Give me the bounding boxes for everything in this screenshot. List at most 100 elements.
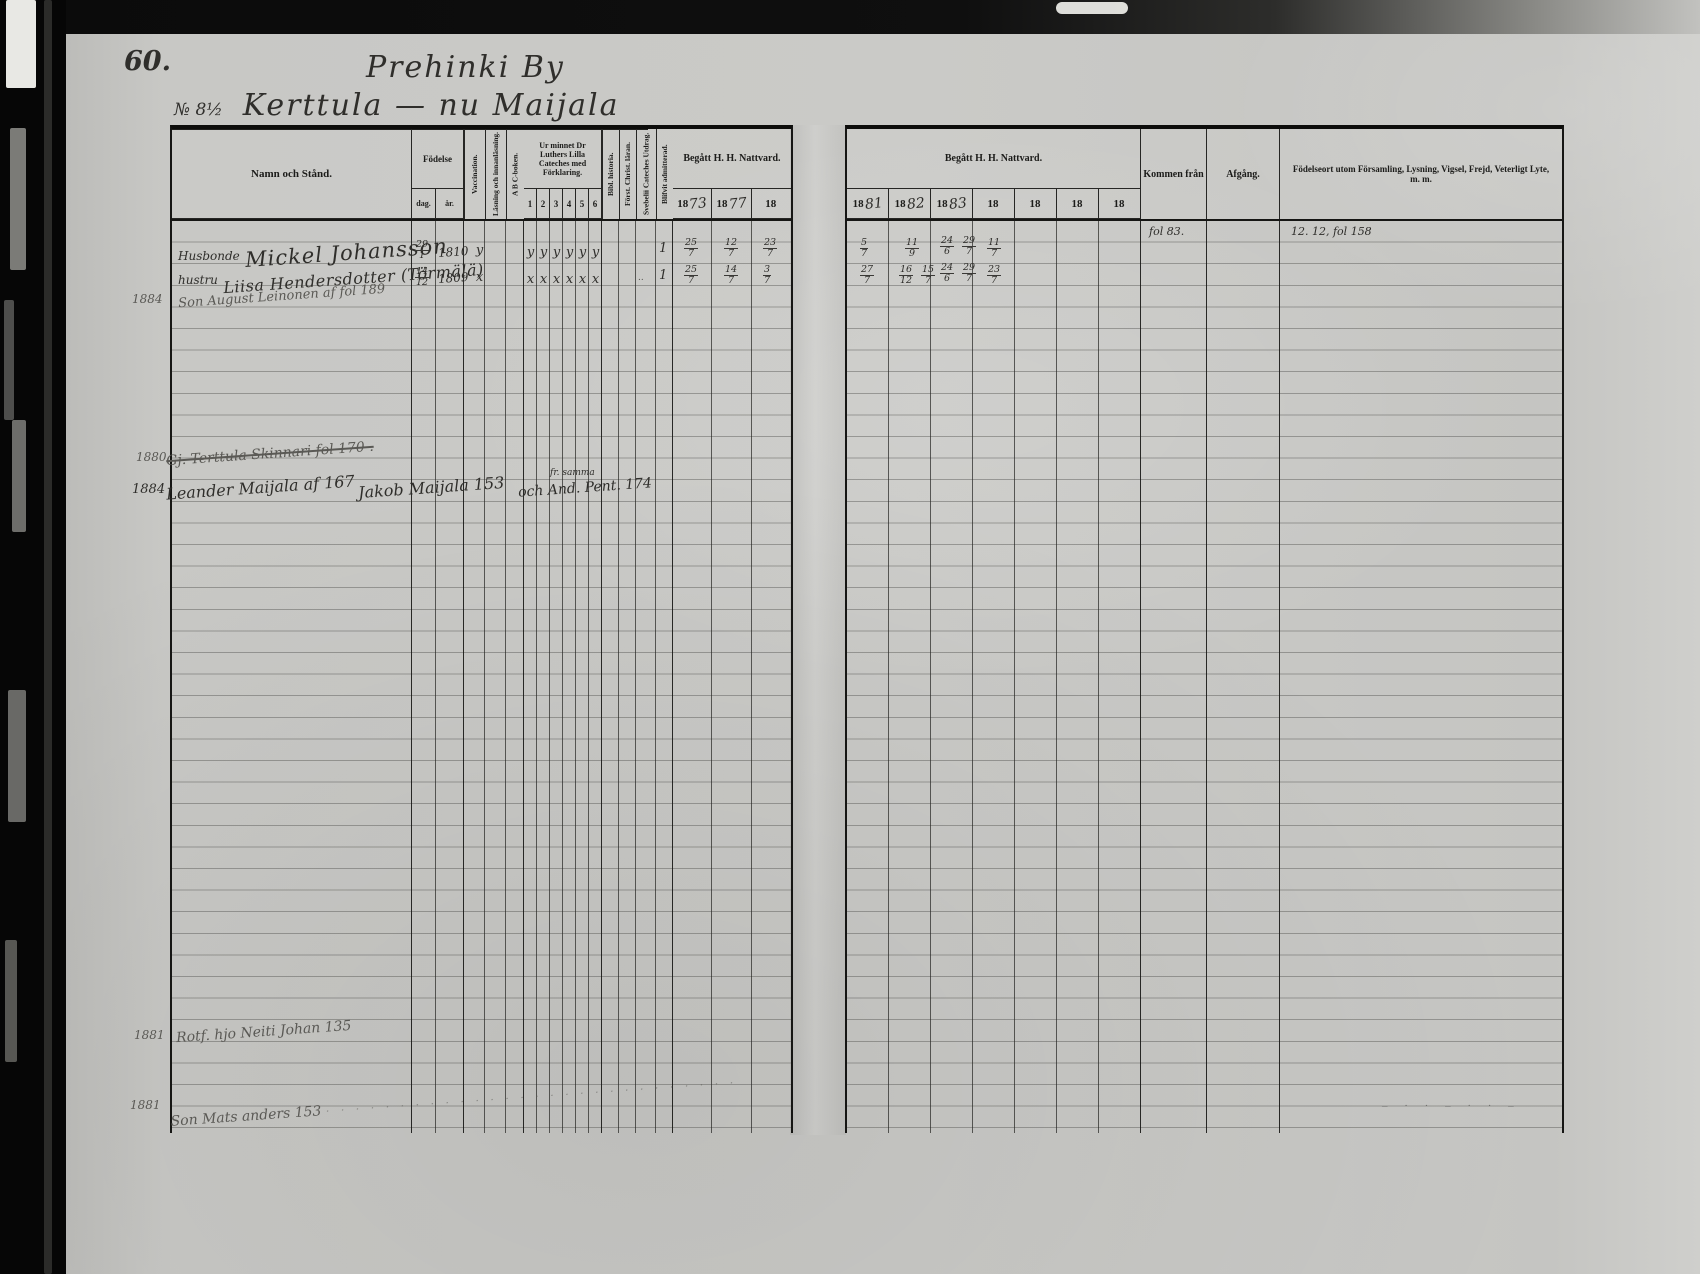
column-rule <box>172 221 412 1133</box>
margin-year: 1884 <box>132 482 166 497</box>
header-vaccination: Vaccination. <box>464 129 485 219</box>
fraction-denominator: 7 <box>767 247 774 259</box>
fraction-numerator: 23 <box>987 264 1002 276</box>
fraction-numerator: 14 <box>415 266 430 278</box>
header-afgang: Afgång. <box>1207 129 1280 219</box>
header-forst: Först. Christ. läran. <box>619 129 636 219</box>
year-printed: 18 <box>852 197 864 210</box>
column-rule <box>412 221 436 1133</box>
admitted-mark: 1 <box>659 268 668 283</box>
header-dag: dag. <box>412 189 436 219</box>
row-name: Husbonde Mickel Johansson <box>178 234 448 272</box>
birth-year: 1809 <box>437 269 469 287</box>
column-rule <box>550 221 563 1133</box>
fraction-denominator: 7 <box>864 274 871 286</box>
fraction-denominator: 12 <box>416 276 429 288</box>
fraction-numerator: 11 <box>905 237 920 249</box>
fraction-denominator: 7 <box>861 247 868 259</box>
cateches-mark: x <box>565 272 574 287</box>
fraction-numerator: 11 <box>987 237 1002 249</box>
fraction-denominator: 7 <box>966 272 973 284</box>
table-right-header: Begått H. H. Nattvard. Kommen från Afgån… <box>845 125 1564 221</box>
kommen-note: fol 83. <box>1149 225 1185 238</box>
cateches-mark: y <box>565 245 574 260</box>
fraction-numerator: 14 <box>724 264 739 276</box>
communion-date: 23 7 <box>987 264 1002 286</box>
fraction-denominator: 7 <box>688 247 695 259</box>
header-abc: A B C-boken. <box>506 129 524 219</box>
year-printed: 18 <box>936 197 948 210</box>
year-written: 73 <box>688 194 708 213</box>
fraction-numerator: 27 <box>860 264 875 276</box>
year-printed: 18 <box>765 197 777 210</box>
fraction-numerator: 24 <box>940 262 955 274</box>
header-fodelse: Födelse <box>412 129 464 189</box>
header-cateches-4: 4 <box>563 189 576 219</box>
column-rule <box>589 221 602 1133</box>
communion-date: 25 7 <box>684 264 699 286</box>
communion-date: 27 7 <box>860 264 875 286</box>
column-rule <box>506 221 524 1133</box>
fraction-numerator: 5 <box>860 237 869 249</box>
fraction-numerator: 25 <box>684 264 699 276</box>
row-name-prefix: Husbonde <box>178 249 240 263</box>
column-rule <box>563 221 576 1133</box>
fraction-denominator: 12 <box>900 274 913 286</box>
column-rule <box>931 221 973 1133</box>
column-rule <box>524 221 537 1133</box>
communion-date: 23 7 <box>763 238 778 259</box>
column-rules <box>847 221 1562 1133</box>
column-rule <box>973 221 1015 1133</box>
column-rule <box>436 221 464 1133</box>
header-nattvard-right: Begått H. H. Nattvard. <box>847 129 1141 189</box>
note-superscript: fr. samma <box>550 468 595 478</box>
exposure-band <box>66 0 1700 34</box>
header-bibl: Bibl. historia. <box>602 129 619 219</box>
column-rule <box>485 221 506 1133</box>
fraction-denominator: 7 <box>764 274 771 286</box>
column-rule <box>847 221 889 1133</box>
column-rule <box>537 221 550 1133</box>
film-artifact <box>8 690 26 822</box>
fraction-denominator: 7 <box>925 274 932 286</box>
vaccination-mark: y <box>475 243 484 258</box>
communion-date: 11 9 <box>905 237 920 259</box>
year-printed: 18 <box>677 197 689 210</box>
table-right-page: Begått H. H. Nattvard. Kommen från Afgån… <box>845 125 1564 1133</box>
village-title: Prehinki By <box>366 50 565 85</box>
film-artifact <box>4 300 14 420</box>
header-svebelii: Svebelii Cateches Utdrag. <box>636 129 656 219</box>
cateches-mark: y <box>591 245 600 260</box>
fraction-denominator: 7 <box>688 274 695 286</box>
communion-date: 16 12 <box>899 265 914 286</box>
year-printed: 18 <box>1029 197 1041 210</box>
year-column-header: 18 82 <box>889 189 931 219</box>
fraction-denominator: 7 <box>991 247 998 259</box>
year-column-header: 18 73 <box>673 189 713 219</box>
year-written: 82 <box>905 194 926 213</box>
book-gutter <box>790 125 846 1135</box>
column-rules <box>172 221 791 1133</box>
year-column-header: 18 77 <box>712 189 752 219</box>
cateches-mark: y <box>578 245 587 260</box>
communion-date: 12 7 <box>724 238 739 259</box>
header-kommen: Kommen från <box>1141 129 1207 219</box>
column-rule <box>1207 221 1280 1133</box>
film-artifact <box>10 128 26 270</box>
column-rule <box>656 221 673 1133</box>
fraction-numerator: 24 <box>940 235 955 247</box>
header-admitterad: Blifvit admitterad. <box>656 129 673 219</box>
column-rule <box>1280 221 1562 1133</box>
column-rule <box>464 221 485 1133</box>
film-artifact <box>44 0 52 1274</box>
year-written: 77 <box>727 194 748 213</box>
fraction-denominator: 7 <box>728 247 735 259</box>
communion-date: 24 6 <box>940 235 955 257</box>
year-column-header: 18 <box>1015 189 1057 219</box>
communion-date: 25 7 <box>684 238 699 259</box>
cateches-mark: y <box>539 245 548 260</box>
